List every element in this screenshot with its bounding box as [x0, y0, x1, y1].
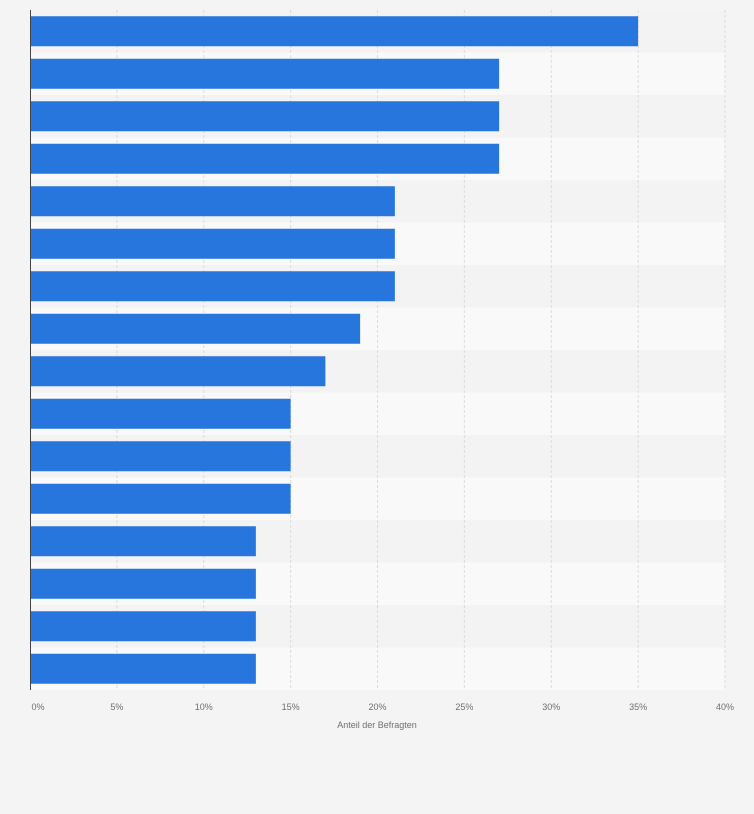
bar [30, 143, 500, 174]
tick-label: 30% [542, 702, 560, 712]
bar [30, 526, 256, 557]
tick-label: 20% [368, 702, 386, 712]
tick-label: 25% [455, 702, 473, 712]
bar [30, 58, 500, 89]
bar [30, 568, 256, 599]
bar [30, 101, 500, 132]
tick-label: 5% [110, 702, 123, 712]
bar [30, 356, 326, 387]
bar [30, 228, 395, 259]
tick-labels: 0% 5% 10% 15% 20% 25% 30% 35% 40% [31, 702, 734, 712]
tick-label: 35% [629, 702, 647, 712]
tick-label: 15% [282, 702, 300, 712]
bars [30, 16, 639, 684]
bar [30, 441, 291, 472]
bar [30, 653, 256, 684]
bar [30, 271, 395, 302]
tick-label: 40% [716, 702, 734, 712]
bar [30, 16, 639, 47]
bar [30, 483, 291, 514]
bar [30, 186, 395, 217]
x-axis-label: Anteil der Befragten [337, 720, 417, 730]
bar [30, 611, 256, 642]
tick-label: 10% [195, 702, 213, 712]
tick-label: 0% [31, 702, 44, 712]
bar [30, 313, 361, 344]
bar [30, 398, 291, 429]
